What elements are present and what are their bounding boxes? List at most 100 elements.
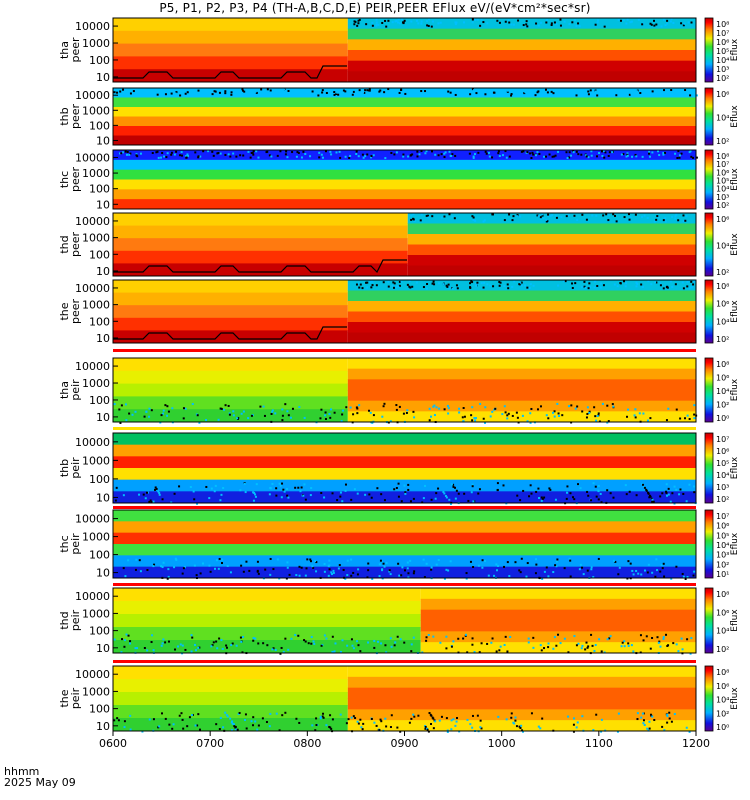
noise-pixel [325, 637, 328, 640]
noise-pixel [554, 498, 557, 501]
noise-pixel [602, 150, 605, 153]
noise-pixel [493, 574, 496, 577]
noise-pixel [211, 93, 214, 96]
noise-pixel [548, 487, 551, 490]
noise-pixel [521, 730, 524, 733]
colorbar-tick-label: 10² [716, 495, 729, 504]
noise-pixel [287, 496, 290, 499]
noise-pixel [670, 720, 673, 723]
noise-pixel [556, 558, 559, 561]
noise-pixel [210, 487, 213, 490]
noise-pixel [480, 18, 483, 21]
noise-pixel [570, 154, 573, 157]
noise-pixel [196, 724, 199, 727]
noise-pixel [543, 570, 546, 573]
x-tick-label: 1100 [585, 737, 613, 750]
noise-pixel [369, 281, 372, 284]
noise-pixel [294, 633, 297, 636]
noise-pixel [610, 90, 613, 93]
noise-pixel [336, 91, 339, 94]
noise-pixel [569, 492, 572, 495]
noise-pixel [381, 21, 384, 24]
intensity-band-0-post-5 [347, 71, 696, 83]
noise-pixel [595, 713, 598, 716]
noise-pixel [350, 498, 353, 501]
noise-pixel [537, 487, 540, 490]
noise-pixel [367, 569, 370, 572]
noise-pixel [653, 719, 656, 722]
noise-pixel [475, 92, 478, 95]
noise-pixel [409, 500, 412, 503]
noise-pixel [388, 569, 391, 572]
noise-pixel [453, 217, 456, 220]
colorbar-label: Eflux [730, 532, 740, 555]
noise-pixel [375, 284, 378, 287]
noise-pixel [686, 281, 689, 284]
noise-pixel [524, 91, 527, 94]
noise-pixel [631, 569, 634, 572]
noise-pixel [526, 25, 529, 28]
noise-pixel [657, 216, 660, 219]
noise-pixel [690, 155, 693, 158]
noise-pixel [590, 566, 593, 569]
noise-pixel [129, 92, 132, 95]
noise-pixel [278, 729, 281, 732]
noise-pixel [157, 156, 160, 159]
noise-pixel [437, 487, 440, 490]
noise-pixel [575, 94, 578, 97]
noise-pixel [359, 718, 362, 721]
noise-pixel [161, 498, 164, 501]
noise-pixel [445, 635, 448, 638]
noise-pixel [679, 488, 682, 491]
noise-pixel [384, 19, 387, 22]
noise-pixel [506, 414, 509, 417]
noise-pixel [589, 89, 592, 92]
noise-pixel [372, 154, 375, 157]
noise-pixel [357, 722, 360, 725]
noise-pixel [191, 636, 194, 639]
intensity-band-2-2 [113, 169, 696, 180]
noise-pixel [286, 494, 289, 497]
noise-pixel [244, 718, 247, 721]
noise-pixel [627, 91, 630, 94]
noise-pixel [568, 156, 571, 159]
noise-pixel [142, 493, 145, 496]
noise-pixel [519, 215, 522, 218]
noise-pixel [412, 213, 415, 216]
noise-pixel [420, 213, 423, 216]
noise-pixel [373, 646, 376, 649]
noise-pixel [337, 93, 340, 96]
noise-pixel [218, 557, 221, 560]
noise-pixel [417, 22, 420, 25]
noise-pixel [426, 282, 429, 285]
noise-pixel [511, 219, 514, 222]
noise-pixel [431, 150, 434, 153]
noise-pixel [409, 559, 412, 562]
noise-pixel [547, 214, 550, 217]
noise-pixel [340, 420, 343, 423]
noise-pixel [173, 566, 176, 569]
noise-pixel [364, 89, 367, 92]
noise-pixel [525, 575, 528, 578]
noise-pixel [315, 717, 318, 720]
noise-pixel [281, 414, 284, 417]
noise-pixel [221, 562, 224, 565]
colorbar-tick-label: 10⁶ [716, 168, 729, 177]
colorbar-tick-label: 10⁷ [716, 512, 729, 521]
noise-pixel [240, 640, 243, 643]
noise-pixel [310, 560, 313, 563]
noise-pixel [425, 150, 428, 153]
noise-pixel [194, 94, 197, 97]
noise-pixel [254, 90, 257, 93]
noise-pixel [600, 150, 603, 153]
noise-pixel [310, 635, 313, 638]
noise-pixel [447, 569, 450, 572]
noise-pixel [686, 414, 689, 417]
noise-pixel [581, 91, 584, 94]
noise-pixel [553, 155, 556, 158]
noise-pixel [594, 643, 597, 646]
noise-pixel [356, 573, 359, 576]
noise-pixel [362, 722, 365, 725]
noise-pixel [349, 154, 352, 157]
noise-pixel [284, 711, 287, 714]
